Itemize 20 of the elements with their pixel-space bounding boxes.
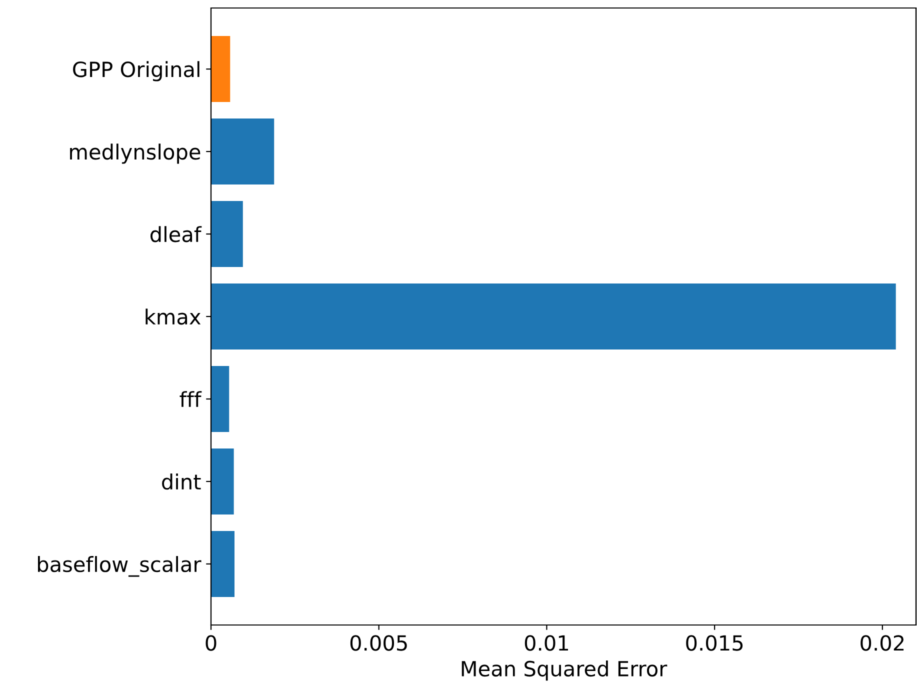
y-tick-label: fff <box>180 391 202 407</box>
y-tick-label: GPP Original <box>73 61 200 82</box>
bar <box>211 201 243 268</box>
x-tick-label: 0.01 <box>524 635 568 651</box>
x-tick-label: 0.02 <box>860 635 904 651</box>
y-tick-label: medlynslope <box>70 144 200 164</box>
y-tick-label: kmax <box>146 308 201 325</box>
x-axis-title: Mean Squared Error <box>462 660 668 681</box>
bar <box>211 36 230 102</box>
y-tick-label: baseflow_scalar <box>38 556 202 577</box>
bar <box>211 284 896 350</box>
x-tick-label: 0.005 <box>350 635 407 651</box>
x-tick-label: 0.015 <box>686 635 743 651</box>
y-tick-label: dleaf <box>150 226 202 242</box>
y-tick-label: dint <box>162 474 201 490</box>
x-tick-label: 0 <box>206 635 216 651</box>
bar <box>211 530 234 597</box>
bar <box>211 118 274 185</box>
bar <box>211 448 234 514</box>
bar <box>211 366 230 432</box>
